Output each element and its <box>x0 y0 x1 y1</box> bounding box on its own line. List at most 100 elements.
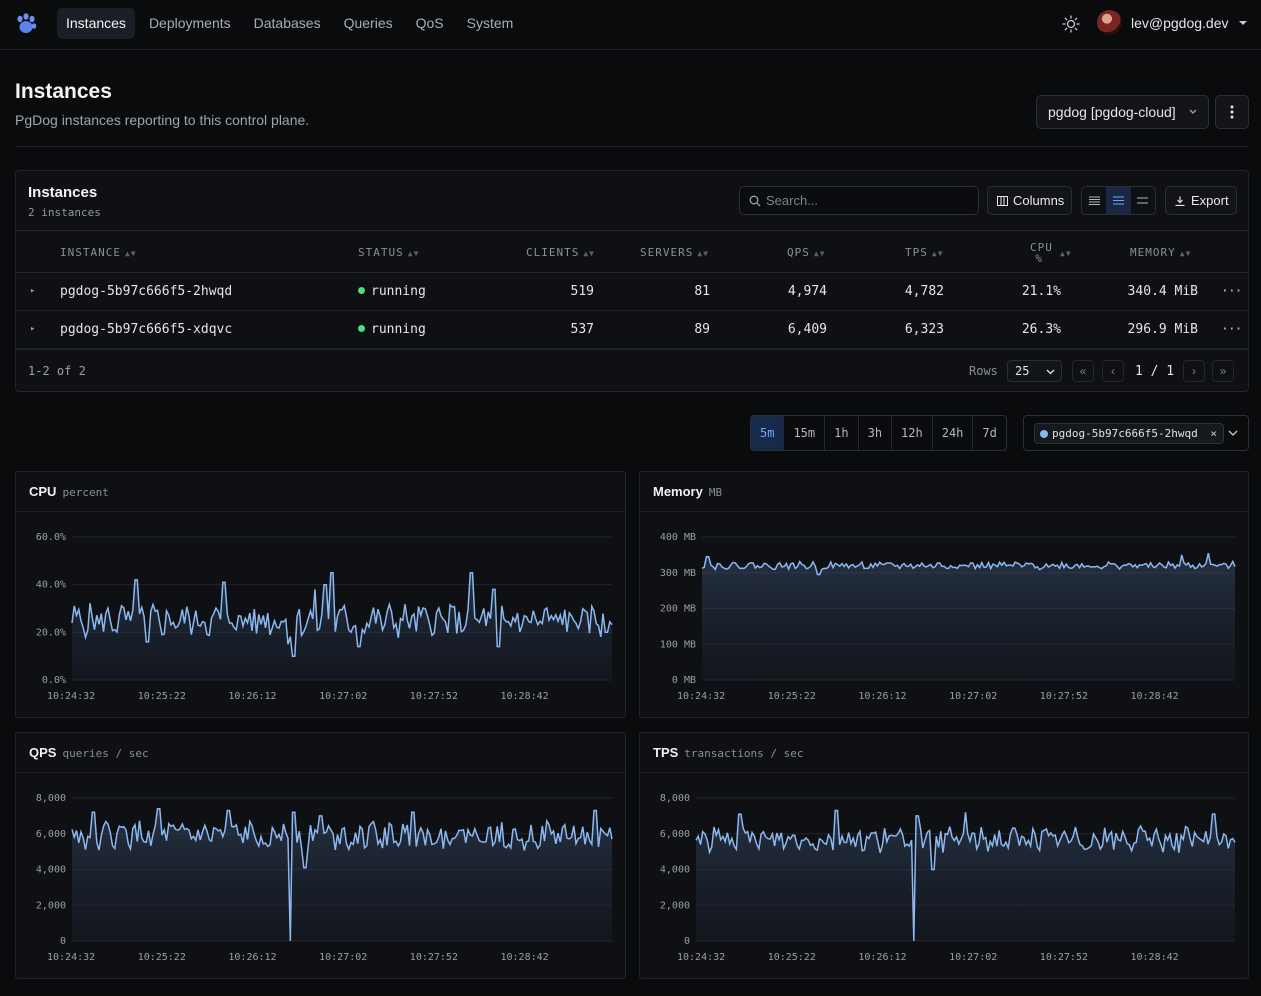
cpu-value: 26.3% <box>1006 311 1061 348</box>
page-subtitle: PgDog instances reporting to this contro… <box>15 112 309 128</box>
page-indicator: 1 / 1 <box>1135 364 1174 379</box>
y-tick-label: 4,000 <box>660 865 690 876</box>
sun-icon[interactable] <box>1060 13 1082 35</box>
col-clients[interactable]: CLIENTS ▲▼ <box>526 231 595 274</box>
rows-per-page-select[interactable]: 25 <box>1007 360 1062 382</box>
x-tick-label: 10:28:42 <box>1131 691 1179 702</box>
nav-queries[interactable]: Queries <box>335 8 402 39</box>
x-tick-label: 10:24:32 <box>677 691 725 702</box>
pgdog-logo-icon[interactable] <box>14 12 38 36</box>
servers-value: 89 <box>640 311 710 348</box>
last-page-button[interactable]: » <box>1212 360 1234 382</box>
card-title: Instances <box>28 184 97 201</box>
y-tick-label: 8,000 <box>660 793 690 804</box>
range-24h[interactable]: 24h <box>933 416 974 450</box>
density-normal-icon[interactable] <box>1106 187 1130 214</box>
x-tick-label: 10:27:02 <box>319 691 367 702</box>
col-status[interactable]: STATUS ▲▼ <box>358 231 419 274</box>
density-comfortable-icon[interactable] <box>1131 187 1155 214</box>
table-header: INSTANCE ▲▼ STATUS ▲▼ CLIENTS ▲▼ SERVERS ▲▼ … <box>16 230 1248 273</box>
x-tick-label: 10:27:02 <box>949 952 997 963</box>
x-tick-label: 10:27:02 <box>319 952 367 963</box>
nav-databases[interactable]: Databases <box>245 8 330 39</box>
search-input[interactable] <box>766 187 966 214</box>
remove-chip-icon[interactable]: × <box>1210 427 1217 440</box>
y-tick-label: 100 MB <box>660 639 696 650</box>
export-button[interactable]: Export <box>1165 186 1237 215</box>
table-row[interactable]: ▸ pgdog-5b97c666f5-2hwqd running 519 81 … <box>16 273 1248 311</box>
instance-count: 2 instances <box>28 206 101 219</box>
instance-name[interactable]: pgdog-5b97c666f5-xdqvc <box>60 311 232 348</box>
range-3h[interactable]: 3h <box>859 416 892 450</box>
memory-chart: 400 MB 300 MB 200 MB 100 MB 0 MB 10:24:32 10:2… <box>640 512 1248 718</box>
user-menu[interactable]: lev@pgdog.dev <box>1097 10 1248 35</box>
nav-instances[interactable]: Instances <box>57 8 135 39</box>
next-page-button[interactable]: › <box>1183 360 1205 382</box>
first-page-button[interactable]: « <box>1072 360 1094 382</box>
y-tick-label: 6,000 <box>660 829 690 840</box>
range-7d[interactable]: 7d <box>973 416 1005 450</box>
nav-system[interactable]: System <box>458 8 523 39</box>
range-12h[interactable]: 12h <box>892 416 933 450</box>
density-toggle <box>1081 186 1156 215</box>
row-actions-icon[interactable]: ··· <box>1221 311 1241 348</box>
expand-caret-icon[interactable]: ▸ <box>30 273 35 310</box>
cluster-select[interactable]: pgdog [pgdog-cloud] <box>1036 95 1209 129</box>
x-tick-label: 10:27:52 <box>410 952 458 963</box>
y-tick-label: 0 <box>60 936 66 947</box>
avatar <box>1097 10 1122 35</box>
y-tick-label: 8,000 <box>36 793 66 804</box>
chevron-down-icon[interactable] <box>1228 430 1238 436</box>
y-tick-label: 40.0% <box>36 580 66 591</box>
series-area <box>696 811 1235 942</box>
caret-down-icon <box>1238 20 1248 26</box>
range-1h[interactable]: 1h <box>825 416 858 450</box>
columns-button[interactable]: Columns <box>987 186 1072 215</box>
range-5m[interactable]: 5m <box>751 416 784 450</box>
x-tick-label: 10:25:22 <box>138 691 186 702</box>
servers-value: 81 <box>640 273 710 310</box>
y-tick-label: 20.0% <box>36 627 66 638</box>
chevron-down-icon <box>1046 369 1055 375</box>
nav-deployments[interactable]: Deployments <box>140 8 240 39</box>
chart-title: Memory MB <box>653 484 722 499</box>
col-memory[interactable]: MEMORY ▲▼ <box>1130 231 1191 274</box>
qps-chart-panel: QPS queries / sec 8,000 6,000 4,000 2,000 0 10… <box>15 732 626 979</box>
vertical-dots-icon <box>1216 96 1248 128</box>
x-tick-label: 10:27:02 <box>949 691 997 702</box>
row-actions-icon[interactable]: ··· <box>1221 273 1241 310</box>
cpu-value: 21.1% <box>1006 273 1061 310</box>
range-15m[interactable]: 15m <box>784 416 825 450</box>
columns-label: Columns <box>1013 187 1064 214</box>
header-divider <box>15 146 1249 147</box>
cpu-chart: 60.0% 40.0% 20.0% 0.0% 10:24:32 10:25:22 10:26… <box>16 512 625 718</box>
y-tick-label: 0 <box>684 936 690 947</box>
y-tick-label: 0.0% <box>42 675 66 686</box>
instance-chip: pgdog-5b97c666f5-2hwqd × <box>1034 423 1224 444</box>
more-options-button[interactable] <box>1215 95 1249 129</box>
download-icon <box>1175 196 1185 206</box>
table-row[interactable]: ▸ pgdog-5b97c666f5-xdqvc running 537 89 … <box>16 311 1248 349</box>
qps-chart: 8,000 6,000 4,000 2,000 0 10:24:32 10:25:22 10:… <box>16 773 625 979</box>
cluster-select-value: pgdog [pgdog-cloud] <box>1048 104 1176 120</box>
col-tps[interactable]: TPS ▲▼ <box>905 231 944 274</box>
x-tick-label: 10:28:42 <box>501 952 549 963</box>
instance-name[interactable]: pgdog-5b97c666f5-2hwqd <box>60 273 232 310</box>
col-qps[interactable]: QPS ▲▼ <box>787 231 826 274</box>
memory-value: 296.9 MiB <box>1116 311 1198 348</box>
prev-page-button[interactable]: ‹ <box>1102 360 1124 382</box>
x-tick-label: 10:27:52 <box>410 691 458 702</box>
x-tick-label: 10:26:12 <box>228 952 276 963</box>
x-tick-label: 10:27:52 <box>1040 952 1088 963</box>
qps-value: 6,409 <box>776 311 827 348</box>
col-servers[interactable]: SERVERS ▲▼ <box>640 231 709 274</box>
status-badge: running <box>358 311 426 348</box>
nav-qos[interactable]: QoS <box>407 8 453 39</box>
y-tick-label: 300 MB <box>660 568 696 579</box>
density-compact-icon[interactable] <box>1082 187 1106 214</box>
instance-filter[interactable]: pgdog-5b97c666f5-2hwqd × <box>1023 415 1249 451</box>
expand-caret-icon[interactable]: ▸ <box>30 311 35 348</box>
col-instance[interactable]: INSTANCE ▲▼ <box>60 231 137 274</box>
y-tick-label: 400 MB <box>660 532 696 543</box>
x-tick-label: 10:26:12 <box>858 952 906 963</box>
